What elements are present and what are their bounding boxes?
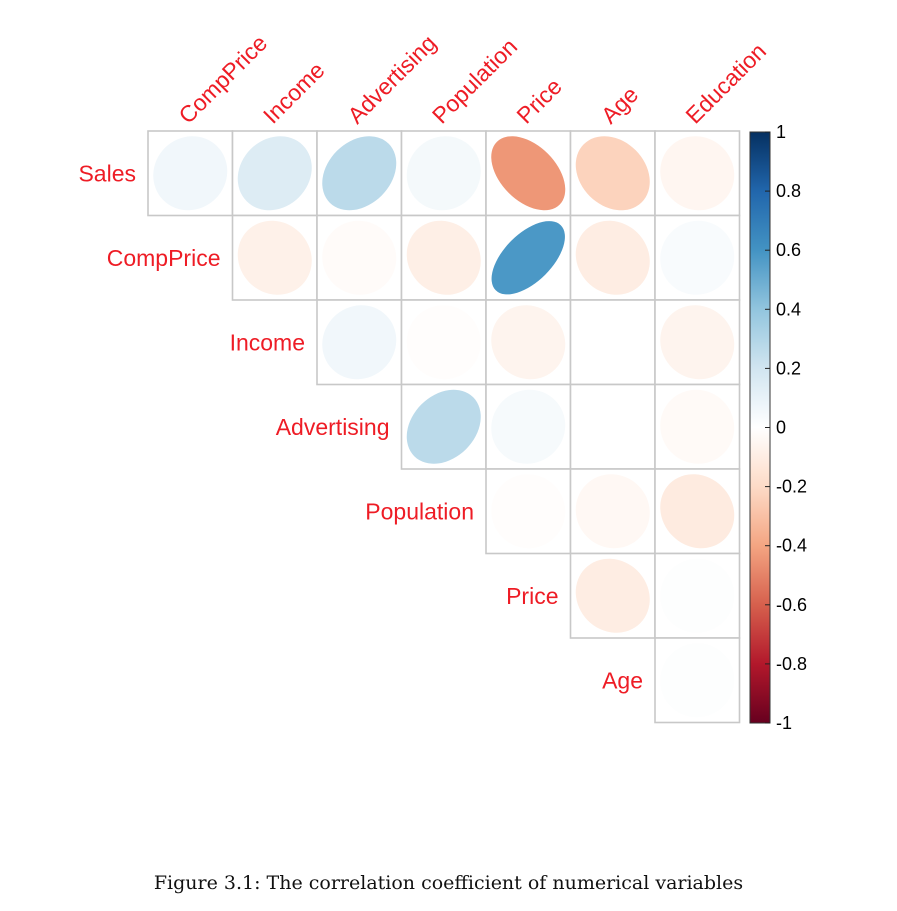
colorbar-tick-label: 0.2 bbox=[776, 358, 801, 378]
correlation-ellipse bbox=[575, 558, 650, 633]
column-label: Age bbox=[596, 81, 643, 128]
correlation-ellipse bbox=[237, 136, 312, 211]
correlation-ellipse bbox=[406, 136, 481, 211]
row-label: Advertising bbox=[276, 414, 390, 440]
row-label: Income bbox=[230, 329, 305, 355]
colorbar-tick-label: 0.4 bbox=[776, 299, 801, 319]
correlation-ellipse bbox=[491, 136, 566, 211]
row-label: CompPrice bbox=[107, 245, 221, 271]
colorbar-tick-label: -0.8 bbox=[776, 654, 807, 674]
correlation-ellipse bbox=[322, 136, 397, 211]
correlation-ellipse bbox=[153, 136, 228, 211]
row-labels: Sales CompPrice Income Advertising Populatio… bbox=[78, 160, 643, 693]
correlation-ellipse bbox=[491, 305, 566, 380]
colorbar: 1 0.8 0.6 0.4 0.2 0 -0.2 -0.4 -0.6 -0.8 -1 bbox=[749, 122, 807, 733]
column-label: Advertising bbox=[342, 30, 441, 129]
correlation-ellipse bbox=[660, 558, 735, 633]
correlation-ellipse bbox=[322, 220, 397, 295]
column-label: Price bbox=[511, 73, 566, 128]
correlation-ellipse bbox=[660, 389, 735, 464]
correlation-ellipse bbox=[237, 220, 312, 295]
colorbar-tick-label: -0.6 bbox=[776, 595, 807, 615]
correlation-ellipse bbox=[491, 389, 566, 464]
correlation-ellipse bbox=[575, 389, 650, 464]
colorbar-tick-label: 0.6 bbox=[776, 240, 801, 260]
column-label: Education bbox=[680, 38, 771, 129]
colorbar-tick-label: 0.8 bbox=[776, 181, 801, 201]
correlation-ellipse bbox=[491, 474, 566, 549]
correlation-ellipse bbox=[660, 643, 735, 718]
correlation-ellipse bbox=[575, 136, 650, 211]
correlation-ellipse bbox=[660, 220, 735, 295]
correlation-ellipse bbox=[406, 389, 481, 464]
row-label: Price bbox=[506, 583, 558, 609]
colorbar-tick-label: -1 bbox=[776, 713, 792, 733]
column-label: CompPrice bbox=[173, 30, 272, 129]
colorbar-tick-label: -0.4 bbox=[776, 536, 807, 556]
correlation-ellipse bbox=[575, 305, 650, 380]
correlation-ellipse bbox=[406, 220, 481, 295]
row-label: Sales bbox=[78, 160, 136, 186]
colorbar-tick-label: 0 bbox=[776, 418, 786, 438]
column-label: Population bbox=[427, 33, 522, 128]
correlation-ellipse bbox=[406, 305, 481, 380]
correlation-ellipse bbox=[322, 305, 397, 380]
cell-grid bbox=[147, 130, 741, 724]
correlation-ellipse bbox=[491, 221, 565, 295]
correlation-ellipse bbox=[575, 474, 650, 549]
correlation-ellipse bbox=[660, 305, 735, 380]
correlation-ellipse bbox=[660, 474, 735, 549]
row-label: Age bbox=[602, 667, 643, 693]
colorbar-tick-label: 1 bbox=[776, 122, 786, 142]
correlation-ellipse bbox=[575, 220, 650, 295]
correlation-ellipse bbox=[660, 136, 735, 211]
colorbar-tick-label: -0.2 bbox=[776, 477, 807, 497]
row-label: Population bbox=[365, 498, 474, 524]
column-label: Income bbox=[258, 57, 330, 129]
figure-caption: Figure 3.1: The correlation coefficient … bbox=[153, 872, 744, 894]
